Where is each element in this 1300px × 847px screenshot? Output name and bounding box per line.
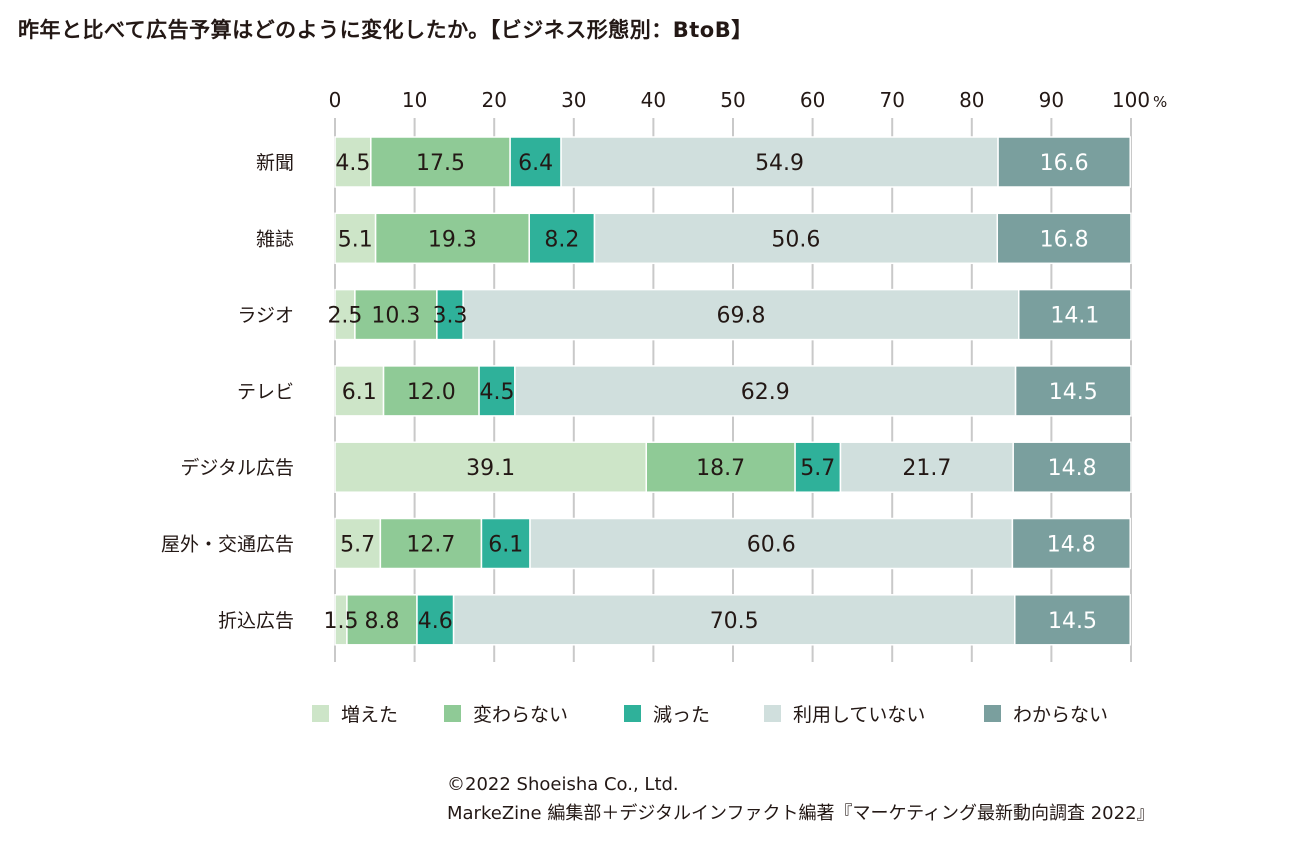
data-label: 4.6 — [418, 609, 453, 634]
bar-segment — [996, 212, 1132, 265]
bar-segment — [529, 517, 1014, 570]
legend-label: 利用していない — [793, 704, 926, 726]
legend-label: 変わらない — [473, 704, 569, 726]
category-label: 折込広告 — [218, 610, 294, 632]
legend: 増えた 変わらない 減った 利用していない わからない — [312, 700, 1124, 727]
bar-segment — [334, 517, 382, 570]
data-label: 14.1 — [1050, 304, 1099, 329]
x-tick-label: 90 — [1039, 88, 1064, 112]
legend-label: 増えた — [341, 704, 399, 726]
bar-segment — [528, 212, 596, 265]
bar-segment — [374, 212, 530, 265]
legend-item: わからない — [984, 700, 1124, 727]
data-label: 14.5 — [1048, 609, 1097, 634]
bar-segment — [794, 441, 842, 493]
data-label: 10.3 — [371, 304, 420, 329]
legend-item: 利用していない — [764, 700, 984, 727]
data-label: 2.5 — [327, 304, 362, 329]
data-label: 6.4 — [518, 151, 553, 176]
data-label: 21.7 — [902, 456, 951, 481]
data-label: 6.1 — [342, 380, 377, 405]
data-label: 54.9 — [755, 151, 804, 176]
category-label: 雑誌 — [256, 228, 294, 250]
bar-segment — [1014, 365, 1132, 417]
bar-segment — [645, 441, 796, 493]
category-label: テレビ — [237, 381, 294, 403]
category-label: ラジオ — [237, 305, 294, 327]
x-tick-label: 20 — [481, 88, 506, 112]
data-label: 12.0 — [407, 380, 456, 405]
copyright: ©2022 Shoeisha Co., Ltd. — [447, 774, 679, 795]
data-label: 5.7 — [800, 456, 835, 481]
legend-label: 減った — [653, 704, 711, 726]
chart-title: 昨年と比べて広告予算はどのように変化したか。【ビジネス形態別：BtoB】 — [18, 18, 753, 42]
legend-item: 変わらない — [444, 700, 624, 727]
data-label: 60.6 — [747, 533, 796, 558]
footer: ©2022 Shoeisha Co., Ltd. MarkeZine 編集部＋デ… — [447, 770, 1155, 828]
data-label: 4.5 — [479, 380, 514, 405]
legend-swatch — [764, 705, 781, 722]
legend-swatch — [624, 705, 641, 722]
x-tick-label: 30 — [561, 88, 586, 112]
data-label: 1.5 — [323, 609, 358, 634]
x-tick-label: 100 — [1112, 88, 1150, 112]
category-label: デジタル広告 — [180, 457, 294, 479]
data-label: 62.9 — [741, 380, 790, 405]
data-label: 5.1 — [338, 227, 373, 252]
data-label: 12.7 — [406, 533, 455, 558]
data-label: 14.8 — [1047, 533, 1096, 558]
data-label: 18.7 — [696, 456, 745, 481]
x-tick-label: 60 — [800, 88, 825, 112]
data-label: 4.5 — [335, 151, 370, 176]
bar-segment — [334, 365, 385, 417]
x-tick-label: 10 — [402, 88, 427, 112]
bar-segment — [1018, 288, 1132, 341]
data-label: 19.3 — [428, 227, 477, 252]
source-citation: MarkeZine 編集部＋デジタルインファクト編著『マーケティング最新動向調査… — [447, 803, 1155, 824]
data-label: 16.8 — [1040, 227, 1089, 252]
data-label: 14.5 — [1049, 380, 1098, 405]
bar-segment — [997, 136, 1131, 188]
bar-segment — [382, 365, 480, 417]
x-tick-label: 50 — [720, 88, 745, 112]
data-label: 69.8 — [716, 304, 765, 329]
bar-segment — [1011, 517, 1131, 570]
data-label: 50.6 — [771, 227, 820, 252]
legend-swatch — [444, 705, 461, 722]
legend-item: 増えた — [312, 700, 444, 727]
data-label: 5.7 — [340, 533, 375, 558]
data-label: 8.2 — [544, 227, 579, 252]
legend-item: 減った — [624, 700, 764, 727]
category-label: 屋外・交通広告 — [161, 534, 294, 556]
category-label: 新聞 — [256, 152, 294, 174]
x-tick-label: 80 — [959, 88, 984, 112]
data-label: 3.3 — [433, 304, 468, 329]
bar-segment — [593, 212, 999, 265]
legend-swatch — [312, 705, 329, 722]
bar-segment — [354, 288, 438, 341]
stacked-bar-chart: 0 10 20 30 40 50 60 70 80 90 100 % 新聞 4.5 17.5 6.4 54.9 1… — [161, 88, 1167, 662]
bar-segment — [480, 517, 531, 570]
data-label: 16.6 — [1040, 151, 1089, 176]
x-tick-label: 40 — [641, 88, 666, 112]
bar-segment — [334, 212, 377, 265]
bar-segment — [1014, 594, 1131, 646]
bar-segment — [839, 441, 1014, 493]
data-label: 39.1 — [466, 456, 515, 481]
data-label: 14.8 — [1048, 456, 1097, 481]
legend-swatch — [984, 705, 1001, 722]
x-tick-label: 0 — [329, 88, 342, 112]
x-tick-label: 70 — [879, 88, 904, 112]
bar-segment — [416, 594, 455, 646]
bar-segment — [379, 517, 483, 570]
bar-segment — [514, 365, 1017, 417]
data-label: 17.5 — [416, 151, 465, 176]
data-label: 70.5 — [710, 609, 759, 634]
x-axis-unit: % — [1153, 93, 1167, 111]
legend-label: わからない — [1013, 704, 1109, 726]
bar-segment — [1012, 441, 1132, 493]
data-label: 8.8 — [364, 609, 399, 634]
data-label: 6.1 — [488, 533, 523, 558]
